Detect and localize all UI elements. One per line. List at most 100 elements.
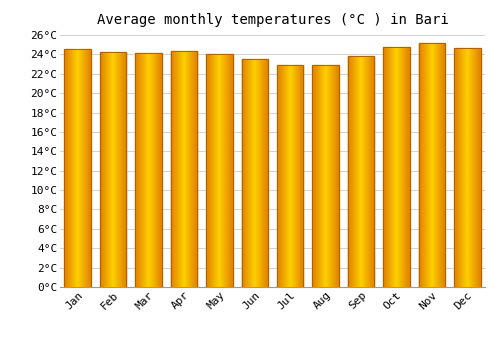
Bar: [478, 48, 479, 287]
Bar: [371, 56, 372, 287]
Bar: [303, 65, 304, 287]
Bar: [80, 49, 81, 287]
Bar: [297, 65, 298, 287]
Bar: [395, 47, 396, 287]
Bar: [208, 54, 209, 287]
Bar: [433, 43, 434, 287]
Bar: [357, 56, 358, 287]
Bar: [428, 43, 429, 287]
Bar: [430, 43, 431, 287]
Bar: [125, 52, 126, 287]
Bar: [460, 48, 462, 287]
Bar: [423, 43, 424, 287]
Bar: [156, 54, 157, 287]
Bar: [111, 52, 112, 287]
Bar: [330, 65, 331, 287]
Bar: [283, 65, 284, 287]
Bar: [301, 65, 302, 287]
Bar: [186, 50, 188, 287]
Bar: [64, 49, 65, 287]
Bar: [320, 65, 321, 287]
Bar: [212, 54, 214, 287]
Bar: [247, 59, 248, 287]
Bar: [118, 52, 119, 287]
Bar: [418, 43, 420, 287]
Bar: [180, 50, 182, 287]
Bar: [184, 50, 186, 287]
Bar: [314, 65, 315, 287]
Bar: [207, 54, 208, 287]
Bar: [245, 59, 246, 287]
Bar: [383, 47, 409, 287]
Bar: [429, 43, 430, 287]
Bar: [277, 65, 303, 287]
Bar: [325, 65, 326, 287]
Bar: [335, 65, 336, 287]
Bar: [393, 47, 394, 287]
Bar: [458, 48, 460, 287]
Bar: [326, 65, 327, 287]
Bar: [243, 59, 244, 287]
Bar: [351, 56, 352, 287]
Bar: [192, 50, 194, 287]
Bar: [422, 43, 423, 287]
Bar: [120, 52, 121, 287]
Bar: [454, 48, 456, 287]
Bar: [196, 50, 197, 287]
Bar: [158, 54, 159, 287]
Bar: [479, 48, 480, 287]
Bar: [383, 47, 384, 287]
Bar: [444, 43, 445, 287]
Bar: [142, 54, 143, 287]
Bar: [68, 49, 69, 287]
Bar: [254, 59, 255, 287]
Bar: [401, 47, 402, 287]
Bar: [360, 56, 361, 287]
Bar: [64, 49, 91, 287]
Bar: [443, 43, 444, 287]
Bar: [391, 47, 392, 287]
Bar: [316, 65, 317, 287]
Bar: [78, 49, 79, 287]
Bar: [84, 49, 85, 287]
Bar: [431, 43, 432, 287]
Bar: [86, 49, 87, 287]
Bar: [363, 56, 364, 287]
Bar: [373, 56, 374, 287]
Bar: [302, 65, 303, 287]
Bar: [333, 65, 334, 287]
Bar: [291, 65, 292, 287]
Bar: [392, 47, 393, 287]
Bar: [190, 50, 192, 287]
Bar: [425, 43, 426, 287]
Bar: [100, 52, 101, 287]
Bar: [69, 49, 70, 287]
Bar: [324, 65, 325, 287]
Bar: [87, 49, 88, 287]
Bar: [159, 54, 160, 287]
Bar: [365, 56, 366, 287]
Bar: [439, 43, 440, 287]
Bar: [182, 50, 184, 287]
Bar: [122, 52, 123, 287]
Bar: [242, 59, 243, 287]
Bar: [257, 59, 258, 287]
Bar: [109, 52, 110, 287]
Bar: [89, 49, 90, 287]
Bar: [298, 65, 299, 287]
Bar: [259, 59, 260, 287]
Bar: [338, 65, 339, 287]
Bar: [258, 59, 259, 287]
Bar: [406, 47, 407, 287]
Bar: [147, 54, 148, 287]
Bar: [300, 65, 301, 287]
Bar: [136, 54, 138, 287]
Bar: [264, 59, 265, 287]
Bar: [145, 54, 146, 287]
Bar: [246, 59, 247, 287]
Bar: [260, 59, 261, 287]
Bar: [286, 65, 287, 287]
Bar: [315, 65, 316, 287]
Bar: [472, 48, 474, 287]
Bar: [367, 56, 368, 287]
